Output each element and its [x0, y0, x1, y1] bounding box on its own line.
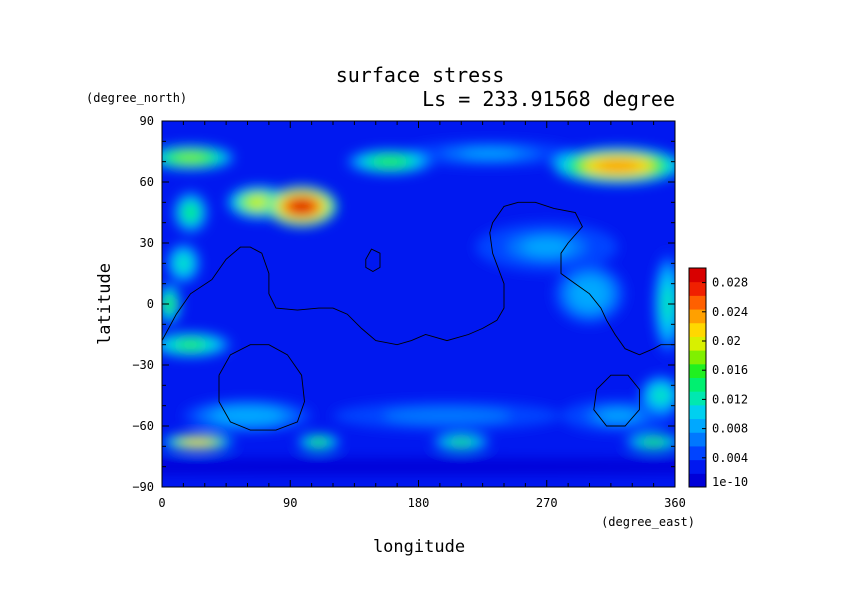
contour-continent-west — [162, 201, 675, 356]
colorbar-swatch — [689, 268, 706, 283]
chart-title: surface stress — [336, 63, 505, 87]
colorbar-label-0.012: 0.012 — [712, 392, 748, 406]
colorbar-swatch — [689, 459, 706, 474]
colorbar-swatch — [689, 363, 706, 378]
heatmap-blob-north-polar-band — [460, 149, 519, 158]
colorbar-swatch — [689, 432, 706, 447]
heatmap-blob-west-band — [176, 340, 205, 349]
heatmap-blob-north-polar-band — [596, 159, 640, 172]
heatmap-blob-southern-spot — [311, 439, 327, 446]
y-tick-labels: −90 −60 −30 0 30 60 90 — [132, 114, 154, 494]
heatmap-blobs — [162, 141, 675, 475]
colorbar-label-0.016: 0.016 — [712, 363, 748, 377]
heatmap-blob-southern-band — [408, 410, 486, 421]
y-axis-label: latitude — [95, 263, 115, 345]
colorbar-swatch — [689, 473, 706, 488]
x-axis-label: longitude — [373, 537, 465, 557]
heatmap-blob-east-edge — [663, 286, 673, 322]
heatmap-blob-polar-dark — [224, 463, 613, 470]
heatmap-blob-east-edge — [653, 388, 669, 403]
y-tick-label-minus-60: −60 — [132, 419, 154, 433]
colorbar-frame — [688, 267, 707, 488]
colorbar-swatch — [689, 295, 706, 310]
axis-ticks — [161, 120, 676, 488]
y-tick-label-30: 30 — [140, 236, 154, 250]
heatmap-blob-north-polar-band — [175, 153, 206, 162]
heatmap-blob-southern-spot — [185, 439, 210, 446]
y-tick-label-0: 0 — [147, 297, 154, 311]
colorbar-swatch — [689, 322, 706, 337]
heatmap-blob-hotspot — [289, 199, 314, 214]
plot-area — [161, 120, 676, 488]
colorbar-swatch — [689, 309, 706, 324]
y-tick-label-90: 90 — [140, 114, 154, 128]
colorbar-label-0.024: 0.024 — [712, 305, 748, 319]
heatmap-blob-west-patch — [177, 256, 190, 271]
heatmap-blob-hotspot — [248, 196, 270, 208]
colorbar-label-0.008: 0.008 — [712, 422, 748, 436]
colorbar-swatch — [689, 350, 706, 365]
x-tick-label-270: 270 — [536, 496, 558, 510]
topography-contours — [162, 201, 675, 431]
colorbar-ticks — [702, 282, 706, 488]
colorbar-label-1e-10: 1e-10 — [712, 475, 748, 489]
colorbar-label-0.02: 0.02 — [712, 334, 741, 348]
x-tick-label-360: 360 — [664, 496, 686, 510]
colorbar-swatch — [689, 336, 706, 351]
heatmap-blob-southern-band — [598, 410, 638, 422]
heatmap-blob-mid-lat-band — [522, 238, 571, 256]
colorbar-swatch — [689, 418, 706, 433]
heatmap-blob-west-patch — [184, 205, 197, 220]
heatmap-blob-southern-spot — [451, 439, 471, 446]
x-tick-label-90: 90 — [283, 496, 297, 510]
colorbar: 1e-10 0.004 0.008 0.012 0.016 0.02 0.024… — [688, 267, 748, 489]
y-tick-label-60: 60 — [140, 175, 154, 189]
x-units-label: (degree_east) — [601, 515, 695, 529]
colorbar-swatch — [689, 445, 706, 461]
y-tick-label-minus-30: −30 — [132, 358, 154, 372]
heatmap-blob-southern-band — [225, 410, 270, 422]
colorbar-swatch — [689, 281, 706, 296]
colorbar-swatch — [689, 391, 706, 406]
y-tick-label-minus-90: −90 — [132, 480, 154, 494]
colorbar-swatch — [689, 377, 706, 392]
chart-subtitle: Ls = 233.91568 degree — [422, 87, 675, 111]
contour-hellas-basin — [218, 344, 305, 431]
x-tick-label-180: 180 — [408, 496, 430, 510]
y-units-label: (degree_north) — [86, 91, 187, 105]
colorbar-swatch — [689, 404, 706, 420]
colorbar-swatches — [689, 268, 706, 488]
contour-island — [365, 248, 381, 273]
colorbar-label-0.028: 0.028 — [712, 276, 748, 290]
x-tick-label-0: 0 — [158, 496, 165, 510]
heatmap-field — [162, 121, 675, 487]
heatmap-blob-north-polar-band — [375, 157, 405, 166]
heatmap-blob-west-edge — [165, 297, 174, 311]
contour-argyre-basin — [593, 374, 640, 427]
x-tick-labels: 0 90 180 270 360 — [158, 496, 685, 510]
heatmap-blob-southern-spot — [643, 439, 664, 446]
colorbar-label-0.004: 0.004 — [712, 451, 748, 465]
